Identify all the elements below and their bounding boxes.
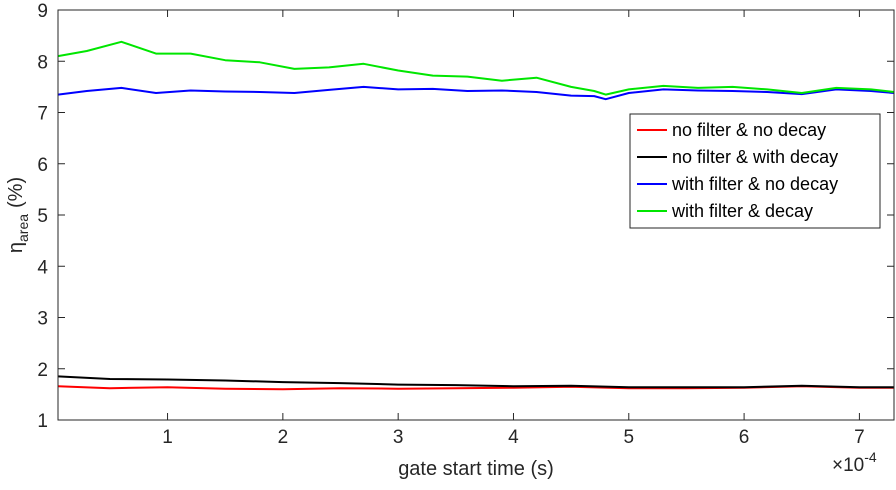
y-tick-label: 5 (37, 206, 48, 227)
legend: no filter & no decay no filter & with dec… (629, 113, 881, 229)
x-tick-label: 1 (162, 427, 173, 448)
y-tick-label: 4 (37, 257, 48, 278)
legend-label-1: no filter & no decay (672, 120, 826, 140)
x-axis-multiplier-base: ×10 (832, 455, 864, 476)
legend-items: no filter & no decay no filter & with dec… (637, 120, 838, 221)
y-tick-label: 2 (37, 360, 48, 381)
series-line-3 (57, 85, 895, 101)
legend-label-2: no filter & with decay (672, 147, 838, 167)
legend-label-3: with filter & no decay (671, 174, 838, 194)
x-axis-multiplier-exponent: -4 (864, 449, 877, 465)
y-tick-label: 9 (37, 1, 48, 22)
y-tick-label: 7 (37, 104, 48, 125)
x-axis-label: gate start time (s) (398, 458, 554, 480)
y-axis-ticks: 1 2 3 4 5 6 7 8 9 (37, 1, 894, 432)
y-axis-label-sub: area (15, 214, 31, 242)
y-axis-label-unit: (%) (5, 177, 27, 208)
y-axis-label-main: η (5, 242, 27, 253)
y-tick-label: 3 (37, 309, 48, 330)
x-tick-label: 5 (623, 427, 634, 448)
series-line-4 (57, 40, 895, 96)
x-tick-label: 2 (278, 427, 289, 448)
x-tick-label: 4 (508, 427, 519, 448)
series-line-2 (57, 375, 894, 389)
legend-box (629, 113, 881, 229)
legend-label-4: with filter & decay (671, 201, 813, 221)
x-tick-label: 3 (393, 427, 404, 448)
y-tick-label: 1 (37, 411, 48, 432)
x-axis-ticks: 1 2 3 4 5 6 7 (162, 10, 865, 448)
y-tick-label: 8 (37, 52, 48, 73)
x-tick-label: 7 (854, 427, 865, 448)
y-tick-label: 6 (37, 155, 48, 176)
y-axis-label: ηarea (%) (5, 177, 31, 253)
series-layer (57, 40, 895, 391)
x-axis-multiplier: ×10-4 (832, 449, 877, 476)
x-tick-label: 6 (739, 427, 750, 448)
